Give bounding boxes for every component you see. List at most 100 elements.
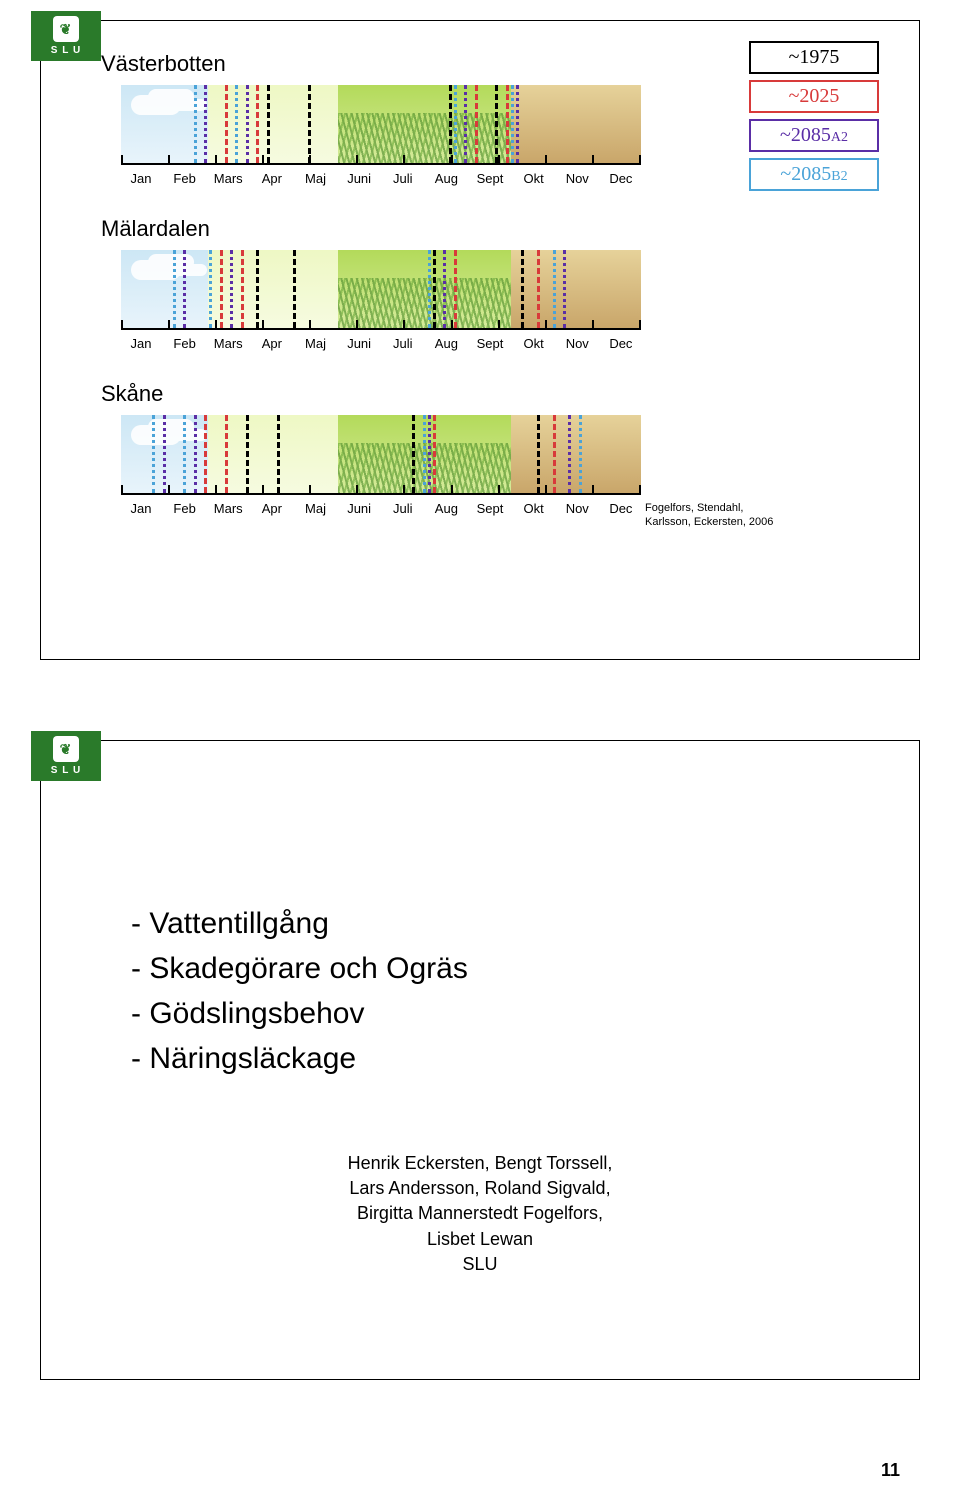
month-label: Mars	[208, 171, 248, 186]
scenario-marker	[464, 85, 467, 163]
month-label: Juni	[339, 336, 379, 351]
scenario-marker	[225, 85, 228, 163]
slu-logo: ❦ S L U	[31, 731, 101, 781]
tick	[592, 485, 594, 495]
scenario-marker	[475, 85, 478, 163]
cloud-icon	[131, 95, 181, 115]
scenario-marker	[256, 85, 259, 163]
scenario-marker	[194, 85, 197, 163]
tick	[262, 485, 264, 495]
tick	[498, 320, 500, 330]
month-labels: JanFebMarsAprMajJuniJuliAugSeptOktNovDec	[121, 501, 641, 516]
scenario-marker	[428, 250, 431, 328]
bg-autumn	[511, 85, 641, 163]
bullet-item: - Näringsläckage	[131, 1036, 889, 1081]
tick	[262, 155, 264, 165]
scenario-marker	[579, 415, 582, 493]
bullet-item: - Skadegörare och Ogräs	[131, 946, 889, 991]
scenario-marker	[152, 415, 155, 493]
bullet-list: - Vattentillgång- Skadegörare och Ogräs -…	[131, 901, 889, 1081]
slu-crest-icon: ❦	[53, 736, 79, 762]
scenario-marker	[235, 85, 238, 163]
scenario-marker	[194, 415, 197, 493]
scenario-marker	[563, 250, 566, 328]
scenario-marker	[246, 415, 249, 493]
bg-summer	[338, 85, 511, 163]
scenario-marker	[225, 415, 228, 493]
author-line: Birgitta Mannerstedt Fogelfors,	[71, 1201, 889, 1226]
scenario-marker	[553, 415, 556, 493]
slu-crest-icon: ❦	[53, 16, 79, 42]
month-label: Sept	[470, 501, 510, 516]
month-label: Juli	[383, 501, 423, 516]
month-label: Okt	[514, 501, 554, 516]
tick	[639, 485, 641, 495]
month-label: Dec	[601, 501, 641, 516]
citation-line: Karlsson, Eckersten, 2006	[645, 515, 773, 529]
region-label: Skåne	[101, 381, 889, 407]
timeline-skane	[121, 415, 641, 495]
scenario-marker	[433, 250, 436, 328]
month-label: Jan	[121, 171, 161, 186]
tick	[168, 320, 170, 330]
tick	[215, 155, 217, 165]
scenario-marker	[537, 415, 540, 493]
scenario-marker	[516, 85, 519, 163]
scenario-marker	[553, 250, 556, 328]
month-label: Sept	[470, 171, 510, 186]
bullet-item: - Vattentillgång	[131, 901, 889, 946]
month-label: Maj	[296, 501, 336, 516]
timeline-bg	[121, 85, 641, 163]
tick	[403, 485, 405, 495]
ticks	[121, 155, 641, 165]
month-label: Maj	[296, 336, 336, 351]
scenario-marker	[521, 250, 524, 328]
scenario-marker	[423, 415, 426, 493]
scenario-marker	[173, 250, 176, 328]
scenario-marker	[204, 415, 207, 493]
tick	[356, 155, 358, 165]
month-labels: JanFebMarsAprMajJuniJuliAugSeptOktNovDec	[121, 336, 641, 351]
scenario-marker	[433, 415, 436, 493]
month-label: Juni	[339, 501, 379, 516]
tick	[168, 485, 170, 495]
scenario-marker	[246, 85, 249, 163]
slide-2-bullets: ❦ S L U - Vattentillgång- Skadegörare oc…	[40, 740, 920, 1380]
tick	[639, 320, 641, 330]
timeline-group-malardalen: Mälardalen JanFebMarsAprMajJuniJuliAugSe…	[121, 216, 889, 351]
tick	[451, 320, 453, 330]
month-label: Jan	[121, 336, 161, 351]
author-line: Henrik Eckersten, Bengt Torssell,	[71, 1151, 889, 1176]
month-label: Dec	[601, 336, 641, 351]
tick	[639, 155, 641, 165]
month-label: Okt	[514, 171, 554, 186]
tick	[545, 485, 547, 495]
tick	[403, 320, 405, 330]
month-label: Apr	[252, 501, 292, 516]
month-label: Maj	[296, 171, 336, 186]
slu-logo: ❦ S L U	[31, 11, 101, 61]
timeline-group-skane: Skåne JanFebMarsAprMajJuniJuliAugSeptOkt…	[121, 381, 889, 546]
scenario-marker	[568, 415, 571, 493]
scenario-marker	[412, 415, 415, 493]
bg-autumn	[511, 250, 641, 328]
tick	[309, 485, 311, 495]
authors-block: Henrik Eckersten, Bengt Torssell,Lars An…	[71, 1151, 889, 1277]
month-label: Nov	[557, 171, 597, 186]
month-label: Mars	[208, 336, 248, 351]
tick	[592, 155, 594, 165]
bg-autumn	[511, 415, 641, 493]
scenario-marker	[241, 250, 244, 328]
scenario-marker	[204, 85, 207, 163]
scenario-marker	[537, 250, 540, 328]
tick	[545, 320, 547, 330]
scenario-marker	[511, 85, 514, 163]
scenario-marker	[220, 250, 223, 328]
bg-summer	[338, 250, 511, 328]
scenario-marker	[506, 85, 509, 163]
author-line: Lars Andersson, Roland Sigvald,	[71, 1176, 889, 1201]
month-label: Feb	[165, 171, 205, 186]
scenario-marker	[277, 415, 280, 493]
tick	[121, 155, 123, 165]
month-label: Juli	[383, 336, 423, 351]
